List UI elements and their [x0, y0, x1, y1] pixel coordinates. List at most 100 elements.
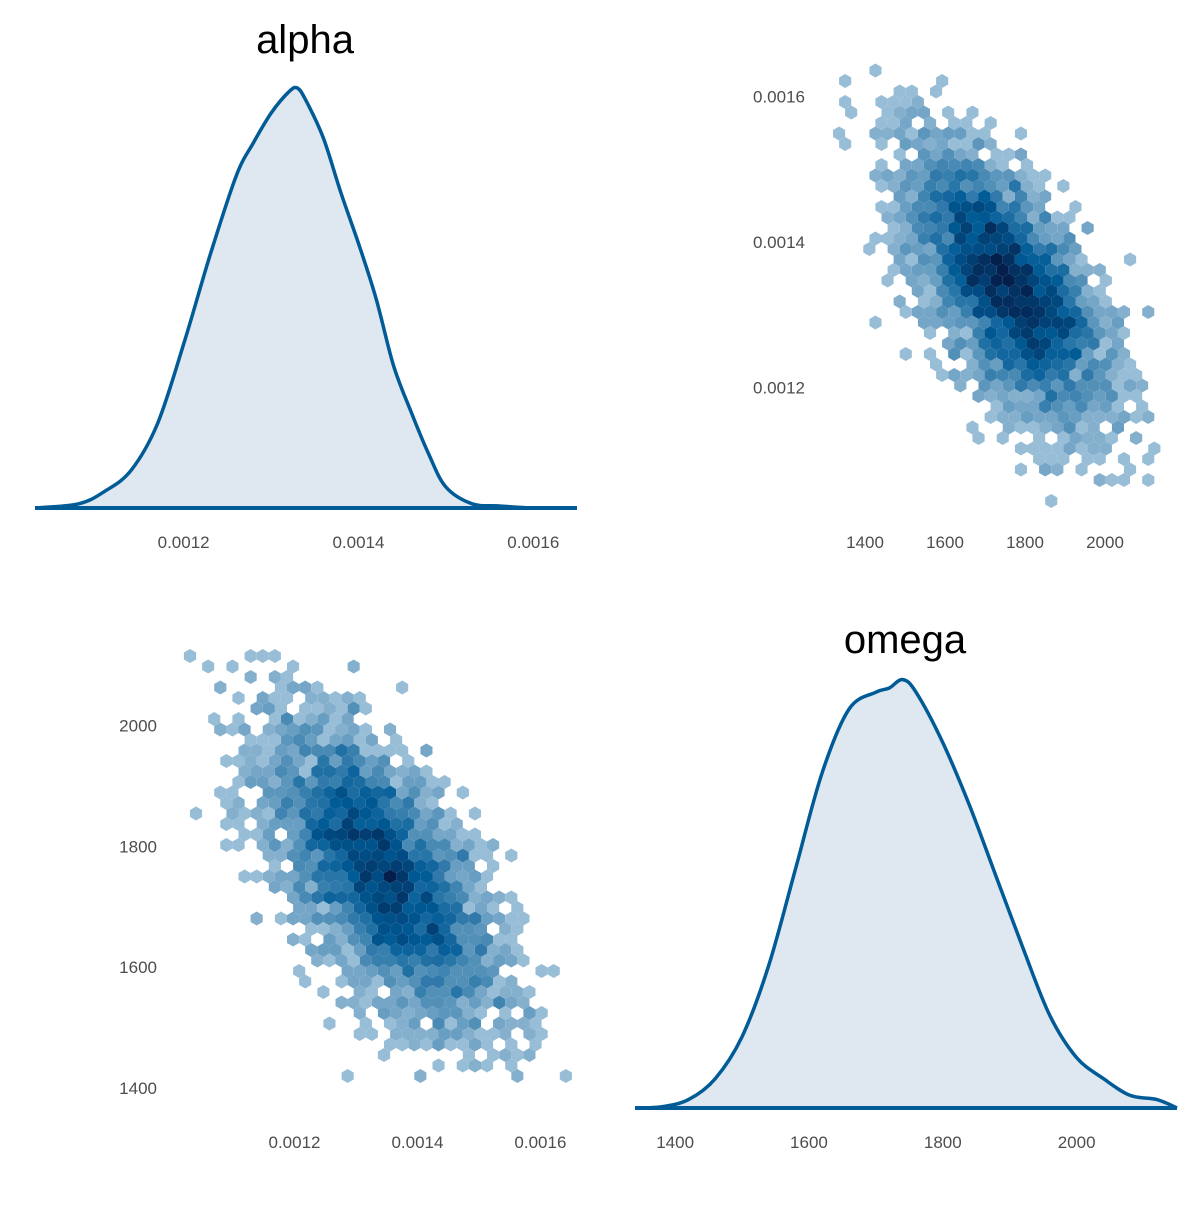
alpha-vs-omega-hex-cell — [365, 817, 378, 831]
omega-vs-alpha-hex-cell — [1051, 357, 1064, 372]
alpha-vs-omega-hex-cell — [462, 1027, 475, 1041]
omega-vs-alpha-hex-cell — [923, 179, 937, 193]
alpha-vs-omega-hex-cell — [268, 817, 281, 831]
alpha-vs-omega-hex-cell — [311, 953, 324, 968]
alpha-vs-omega-hex-cell — [462, 922, 475, 936]
omega-vs-alpha-hex-cell — [960, 326, 973, 340]
alpha-vs-omega-hex-cell — [487, 964, 500, 978]
alpha-vs-omega-hex-cell — [408, 848, 421, 863]
alpha-vs-omega-hex-cell — [438, 859, 451, 873]
omega-vs-alpha-hex-cell — [875, 137, 888, 151]
alpha-vs-omega-hex-cell — [341, 901, 354, 915]
omega-vs-alpha-hex-cell — [887, 95, 900, 109]
omega-vs-alpha-hex-cell — [1130, 431, 1143, 445]
alpha-vs-omega-hex-cell — [341, 922, 354, 936]
alpha-vs-omega-hex-cell — [226, 806, 239, 821]
omega-vs-alpha-hex-cell — [966, 420, 979, 435]
alpha-vs-omega-hex-cell — [250, 806, 263, 821]
alpha-vs-omega-hex-cell — [384, 785, 397, 800]
alpha-vs-omega-hex-cell — [414, 796, 427, 810]
alpha-vs-omega-hex-cell — [438, 901, 451, 915]
omega-vs-alpha-hex-cell — [972, 347, 985, 361]
alpha-vs-omega-hex-cell — [353, 733, 366, 747]
alpha-vs-omega-hex-cell — [268, 838, 281, 852]
alpha-density-line — [34, 85, 578, 510]
omega-vs-alpha-hex-cell — [930, 168, 943, 183]
omega-vs-alpha-hex-cell — [978, 315, 991, 330]
omega-vs-alpha-hex-cell — [1039, 462, 1052, 477]
omega-vs-alpha-hex-cell — [893, 105, 906, 120]
omega-vs-alpha-hex-cell — [1039, 441, 1052, 456]
alpha-vs-omega-hex-cell — [347, 659, 360, 674]
omega-vs-alpha-x-tick-label: 1800 — [1006, 533, 1044, 552]
omega-vs-alpha-hex-cell — [1014, 126, 1027, 141]
omega-vs-alpha-hex-cell — [1020, 158, 1034, 172]
omega-vs-alpha-hex-cell — [1136, 378, 1149, 393]
omega-vs-alpha-y-tick-label: 0.0012 — [753, 378, 805, 397]
alpha-vs-omega-hex-cell — [341, 775, 354, 789]
omega-vs-alpha-hex-cell — [942, 315, 955, 330]
omega-vs-alpha-hex-cell — [1039, 252, 1052, 267]
omega-vs-alpha-hex-cell — [966, 336, 979, 351]
omega-vs-alpha-hex-cell — [899, 179, 912, 193]
alpha-vs-omega-hex-cell — [444, 953, 457, 968]
omega-vs-alpha-hex-cell — [1014, 357, 1027, 372]
alpha-vs-omega-hex-cell — [396, 1037, 409, 1052]
alpha-vs-omega-hex-cell — [226, 722, 239, 737]
omega-vs-alpha-hex-cell — [1033, 410, 1046, 424]
omega-vs-alpha-hex-cell — [1130, 389, 1143, 403]
omega-vs-alpha-hex-cell — [1002, 315, 1015, 330]
alpha-vs-omega-hex-cell — [335, 785, 348, 800]
omega-vs-alpha-hex-cell — [1051, 441, 1064, 456]
alpha-vs-omega-hex-cell — [432, 953, 445, 968]
alpha-vs-omega-hex-cell — [408, 953, 421, 968]
omega-vs-alpha-hex-cell — [1142, 410, 1155, 424]
alpha-vs-omega-hex-cell — [456, 890, 469, 905]
alpha-vs-omega-hex-cell — [347, 743, 360, 758]
omega-density-panel: 1400 1600 1800 2000 — [634, 677, 1178, 1152]
alpha-vs-omega-hex-cell — [426, 964, 439, 978]
omega-vs-alpha-hex-cell — [923, 347, 937, 361]
omega-vs-alpha-hex-cell — [1027, 273, 1040, 288]
alpha-vs-omega-hex-cell — [444, 932, 457, 947]
alpha-vs-omega-hex-cell — [299, 890, 312, 905]
alpha-vs-omega-hex-cell — [402, 1027, 415, 1041]
alpha-vs-omega-hex-cell — [402, 796, 415, 810]
alpha-vs-omega-hex-cell — [408, 785, 421, 800]
alpha-vs-omega-hex-cell — [529, 1037, 542, 1052]
alpha-vs-omega-hex-cell — [384, 1037, 397, 1052]
omega-vs-alpha-hex-cell — [905, 105, 918, 120]
omega-vs-alpha-hex-cell — [1020, 263, 1034, 277]
alpha-vs-omega-hex-cell — [323, 806, 336, 821]
alpha-vs-omega-hex-cell — [274, 869, 287, 884]
omega-vs-alpha-hex-cell — [1105, 368, 1118, 382]
omega-vs-alpha-hex-cell — [1063, 273, 1076, 288]
omega-vs-alpha-hex-cell — [978, 231, 991, 246]
alpha-vs-omega-hex-cell — [414, 1006, 427, 1020]
alpha-vs-omega-hex-cell — [365, 901, 378, 915]
alpha-vs-omega-hex-cell — [305, 712, 318, 726]
alpha-vs-omega-hex-cell — [305, 922, 318, 936]
alpha-vs-omega-hex-cell — [232, 817, 245, 831]
omega-vs-alpha-hex-cell — [1008, 368, 1021, 382]
omega-vs-alpha-hex-cell — [1051, 399, 1064, 414]
alpha-vs-omega-hex-cell — [329, 880, 342, 894]
alpha-vs-omega-hex-cell — [250, 911, 263, 926]
omega-vs-alpha-hex-cell — [1027, 357, 1040, 372]
alpha-vs-omega-hex-cell — [268, 859, 281, 873]
alpha-vs-omega-hex-cell — [317, 838, 330, 852]
omega-vs-alpha-hex-cell — [1020, 389, 1034, 403]
alpha-vs-omega-hex-cell — [377, 796, 391, 810]
alpha-vs-omega-hex-cell — [262, 722, 275, 737]
omega-vs-alpha-hex-cell — [1045, 347, 1058, 361]
alpha-vs-omega-hex-cell — [305, 880, 318, 894]
omega-vs-alpha-hex-cell — [899, 137, 912, 151]
alpha-vs-omega-hex-cell — [293, 712, 306, 726]
alpha-vs-omega-hex-cell — [317, 691, 330, 705]
alpha-vs-omega-hex-cell — [274, 848, 287, 863]
omega-vs-alpha-hex-cell — [984, 326, 997, 340]
omega-vs-alpha-hex-cell — [972, 200, 985, 214]
alpha-vs-omega-hex-cell — [377, 838, 391, 852]
omega-vs-alpha-hex-cell — [1063, 294, 1076, 309]
alpha-vs-omega-hex-cell — [402, 985, 415, 999]
